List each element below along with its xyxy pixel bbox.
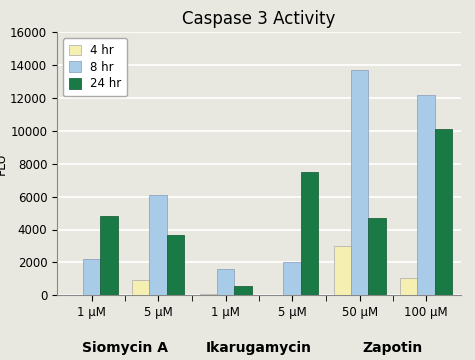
Bar [167, 235, 184, 295]
Y-axis label: FLU: FLU [0, 153, 8, 175]
Legend: 4 hr, 8 hr, 24 hr: 4 hr, 8 hr, 24 hr [63, 38, 127, 96]
Bar [351, 70, 369, 295]
Bar [283, 262, 301, 295]
Bar [301, 172, 318, 295]
Bar [400, 278, 418, 295]
Text: Siomycin A: Siomycin A [82, 341, 168, 355]
Bar [435, 129, 452, 295]
Text: Zapotin: Zapotin [363, 341, 423, 355]
Bar [149, 195, 167, 295]
Bar [132, 280, 149, 295]
Bar [369, 218, 386, 295]
Text: Ikarugamycin: Ikarugamycin [206, 341, 312, 355]
Title: Caspase 3 Activity: Caspase 3 Activity [182, 10, 335, 28]
Bar [235, 286, 252, 295]
Bar [83, 259, 100, 295]
Bar [200, 294, 217, 295]
Bar [217, 269, 235, 295]
Bar [100, 216, 118, 295]
Bar [334, 246, 351, 295]
Bar [418, 95, 435, 295]
